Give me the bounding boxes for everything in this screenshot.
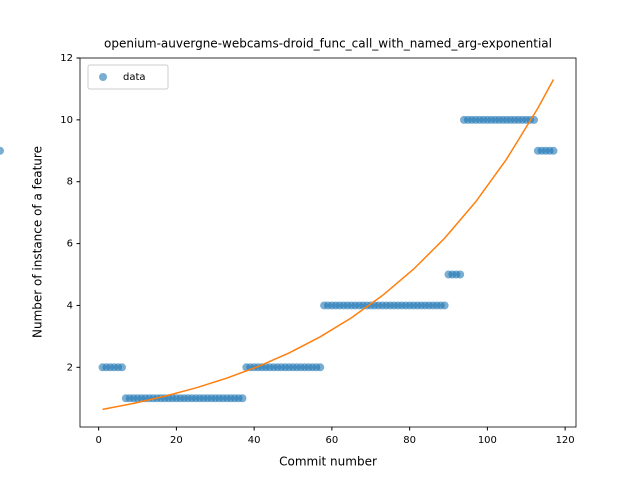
y-tick-label: 6: [67, 239, 73, 250]
y-tick-label: 10: [60, 115, 73, 126]
y-tick-label: 4: [67, 300, 73, 311]
x-tick-label: 120: [556, 435, 575, 446]
legend-label: data: [123, 72, 146, 83]
y-tick-label: 2: [67, 362, 73, 373]
x-tick-label: 100: [478, 435, 497, 446]
x-tick-label: 20: [170, 435, 183, 446]
y-tick-label: 12: [60, 53, 73, 64]
y-tick-label: 8: [67, 177, 73, 188]
x-tick-label: 80: [403, 435, 416, 446]
data-point: [316, 363, 325, 372]
data-point: [549, 146, 558, 155]
x-tick-label: 0: [95, 435, 101, 446]
fit-line: [102, 79, 555, 411]
legend-box: [87, 64, 169, 90]
data-point: [0, 146, 4, 155]
x-axis-label: Commit number: [279, 455, 377, 469]
x-tick-label: 40: [248, 435, 261, 446]
data-point: [238, 394, 247, 403]
y-axis-label: Number of instance of a feature: [31, 146, 45, 338]
x-tick-label: 60: [326, 435, 339, 446]
chart-title: openium-auvergne-webcams-droid_func_call…: [104, 37, 552, 51]
legend-marker: [99, 73, 107, 81]
data-point: [456, 270, 465, 279]
data-point: [117, 363, 126, 372]
data-point: [440, 301, 449, 310]
axes-frame: [79, 57, 577, 428]
